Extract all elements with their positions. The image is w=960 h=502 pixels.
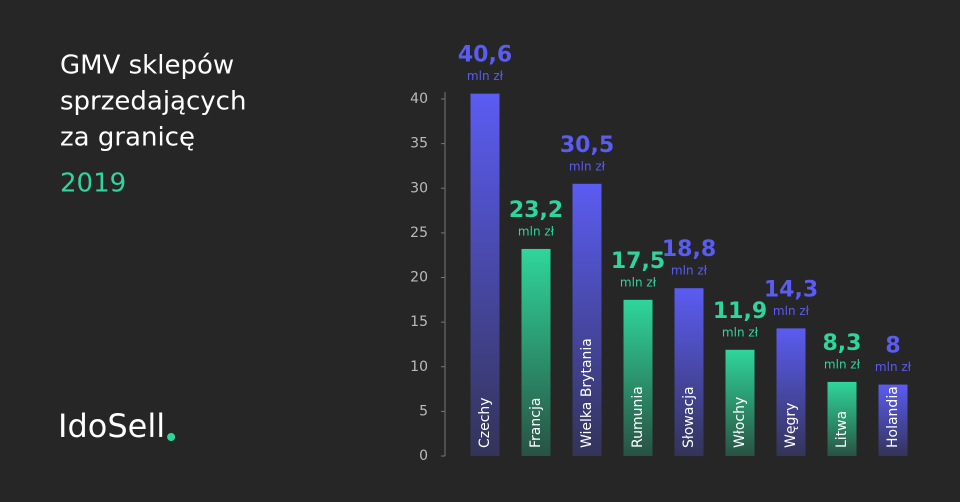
bar: [572, 183, 602, 456]
title-block: GMV sklepów sprzedających za granicę 201…: [60, 51, 246, 199]
category-label: Rumunia: [630, 386, 646, 448]
y-tick-label: 0: [419, 448, 428, 464]
y-tick-label: 15: [410, 314, 428, 330]
chart-title-line: sprzedających: [60, 87, 246, 117]
unit-label: mln zł: [620, 275, 657, 289]
unit-label: mln zł: [569, 159, 606, 173]
unit-label: mln zł: [773, 304, 810, 318]
bar: [521, 248, 551, 456]
value-label: 18,8: [662, 237, 716, 262]
y-tick-label: 35: [410, 136, 428, 152]
chart-title-line: za granicę: [60, 123, 195, 153]
unit-label: mln zł: [875, 360, 912, 374]
bar: [878, 384, 908, 456]
category-label: Holandia: [885, 386, 901, 448]
value-label: 23,2: [509, 198, 563, 223]
category-label: Francja: [528, 398, 544, 448]
y-tick-label: 25: [410, 225, 428, 241]
brand-dot: [167, 433, 176, 441]
category-label: Słowacja: [681, 386, 697, 448]
value-label: 14,3: [764, 277, 818, 302]
category-label: Węgry: [783, 403, 799, 448]
y-tick-label: 30: [410, 180, 428, 196]
chart-title-line: GMV sklepów: [60, 51, 234, 81]
y-tick-label: 20: [410, 270, 428, 286]
category-label: Wielka Brytania: [579, 338, 595, 448]
bar: [623, 299, 653, 456]
y-tick-label: 40: [410, 91, 428, 107]
unit-label: mln zł: [518, 224, 555, 238]
category-label: Litwa: [834, 411, 850, 448]
bar: [725, 349, 755, 456]
y-tick-label: 5: [419, 403, 428, 419]
category-label: Czechy: [477, 397, 493, 448]
value-label: 8,3: [823, 331, 862, 356]
unit-label: mln zł: [722, 325, 759, 339]
bar: [776, 328, 806, 456]
value-label: 8: [885, 334, 900, 359]
bar: [674, 288, 704, 456]
value-label: 11,9: [713, 299, 767, 324]
bar: [470, 93, 500, 457]
bar: [827, 381, 857, 456]
y-tick-label: 10: [410, 359, 428, 375]
value-label: 17,5: [611, 249, 665, 274]
unit-label: mln zł: [671, 264, 708, 278]
unit-label: mln zł: [824, 357, 861, 371]
value-label: 40,6: [458, 43, 512, 68]
unit-label: mln zł: [467, 69, 504, 83]
brand-logo: IdoSell: [58, 407, 165, 445]
value-label: 30,5: [560, 133, 614, 158]
chart-subtitle: 2019: [60, 169, 126, 199]
category-label: Włochy: [732, 397, 748, 448]
